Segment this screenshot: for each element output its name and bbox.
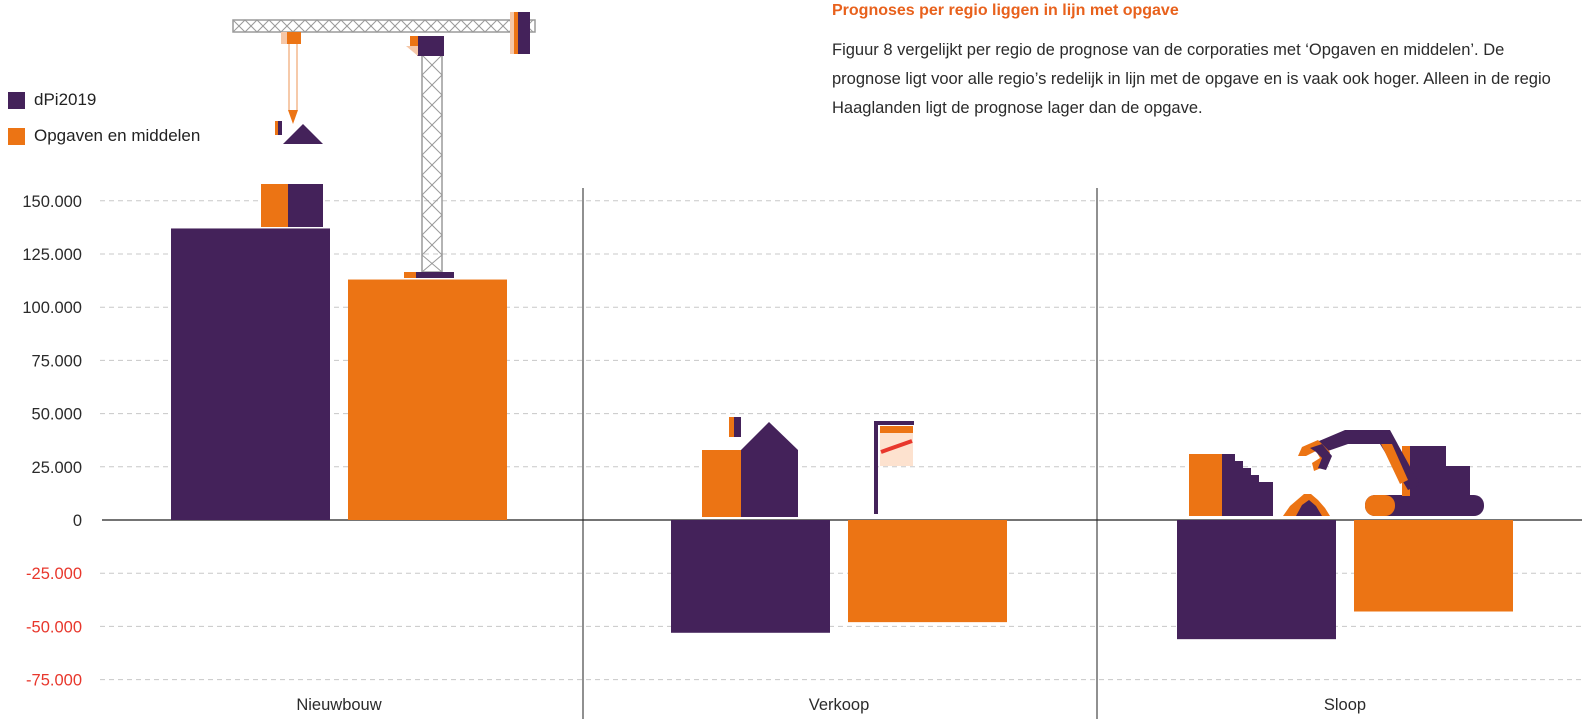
chart-heading: Prognoses per regio liggen in lijn met o… xyxy=(832,2,1179,19)
bar-layer xyxy=(171,228,1513,640)
y-tick-label: 100.000 xyxy=(22,299,82,317)
bar-dpi-nieuwbouw xyxy=(171,228,330,521)
y-tick-label: -25.000 xyxy=(26,565,82,583)
y-tick-label: 75.000 xyxy=(32,352,82,370)
legend: dPi2019 Opgaven en middelen xyxy=(8,86,200,158)
y-tick-label: 150.000 xyxy=(22,193,82,211)
y-tick-label: 25.000 xyxy=(32,459,82,477)
legend-swatch-dpi xyxy=(8,91,25,109)
y-tick-label: -75.000 xyxy=(26,672,82,690)
y-tick-label: 125.000 xyxy=(22,246,82,264)
bar-dpi-sloop xyxy=(1177,520,1336,640)
bar-opgaven-verkoop xyxy=(848,520,1007,623)
chart-description: Figuur 8 vergelijkt per regio de prognos… xyxy=(832,41,1551,117)
y-tick-label: -50.000 xyxy=(26,618,82,636)
legend-label-opgaven: Opgaven en middelen xyxy=(34,126,201,145)
bar-opgaven-nieuwbouw xyxy=(348,279,507,520)
y-tick-label: 50.000 xyxy=(32,406,82,424)
legend-label-dpi: dPi2019 xyxy=(34,90,97,109)
legend-item-dpi: dPi2019 xyxy=(8,86,200,114)
legend-item-opgaven: Opgaven en middelen xyxy=(8,122,200,150)
crane-illustration xyxy=(232,12,536,278)
x-category-label: Nieuwbouw xyxy=(296,696,381,714)
legend-swatch-opgaven xyxy=(8,127,25,145)
for-sale-sign-illustration xyxy=(874,421,914,514)
bar-opgaven-sloop xyxy=(1354,520,1513,612)
bar-dpi-verkoop xyxy=(671,520,830,633)
x-category-label: Sloop xyxy=(1324,696,1366,714)
demolition-illustration xyxy=(1189,430,1484,516)
house-illustration xyxy=(702,417,798,517)
y-tick-label: 0 xyxy=(73,512,82,530)
x-category-label: Verkoop xyxy=(809,696,870,714)
